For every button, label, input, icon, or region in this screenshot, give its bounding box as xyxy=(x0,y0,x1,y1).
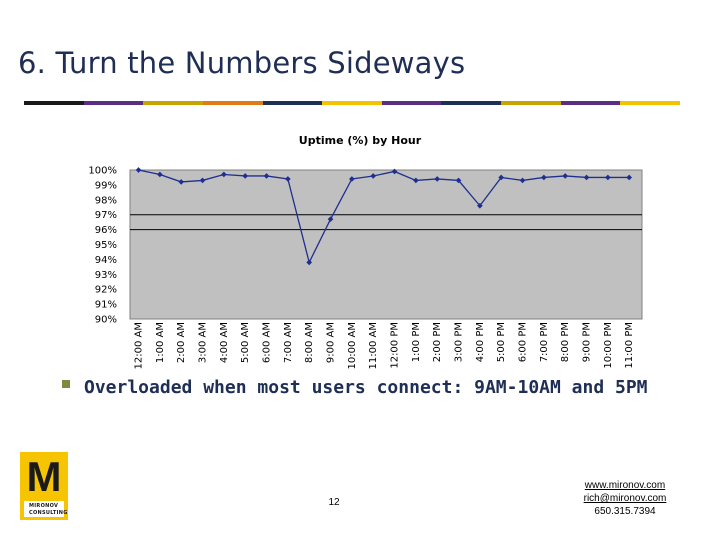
x-tick-label: 10:00 PM xyxy=(603,322,614,369)
x-tick-label: 11:00 PM xyxy=(624,322,635,369)
x-tick-label: 8:00 AM xyxy=(304,322,315,363)
x-tick-label: 5:00 PM xyxy=(496,322,507,362)
y-tick-label: 96% xyxy=(95,225,117,236)
x-tick-label: 10:00 AM xyxy=(347,322,358,369)
color-stripe-divider xyxy=(24,101,681,105)
data-point xyxy=(562,173,569,179)
x-tick-label: 6:00 PM xyxy=(518,322,529,362)
stripe-segment xyxy=(262,101,323,105)
y-tick-label: 90% xyxy=(95,315,117,326)
data-point xyxy=(263,173,270,179)
y-tick-label: 100% xyxy=(88,166,117,177)
stripe-segment xyxy=(560,101,621,105)
data-point xyxy=(327,216,334,222)
x-tick-label: 9:00 AM xyxy=(326,322,337,363)
logo-letter: M xyxy=(26,453,62,500)
data-point xyxy=(626,174,633,181)
x-tick-label: 5:00 AM xyxy=(240,322,251,363)
x-tick-label: 2:00 AM xyxy=(176,322,187,363)
x-tick-label: 4:00 PM xyxy=(475,322,486,362)
data-point xyxy=(455,177,462,184)
stripe-segment xyxy=(143,101,203,105)
website-link[interactable]: www.mironov.com xyxy=(584,480,666,491)
y-tick-label: 92% xyxy=(95,285,117,296)
phone-number: 650.315.7394 xyxy=(594,506,656,517)
data-point xyxy=(519,177,526,184)
y-tick-label: 98% xyxy=(95,195,117,206)
data-point xyxy=(583,174,590,181)
data-point xyxy=(477,202,483,209)
data-point xyxy=(242,173,249,179)
contact-info: www.mironov.com rich@mironov.com 650.315… xyxy=(560,479,690,518)
y-tick-label: 94% xyxy=(95,255,117,266)
logo-line2: CONSULTING xyxy=(29,510,68,516)
x-tick-label: 3:00 AM xyxy=(198,322,209,363)
x-tick-label: 4:00 AM xyxy=(219,322,230,363)
x-tick-label: 12:00 AM xyxy=(134,322,145,369)
data-point xyxy=(370,173,377,179)
square-bullet-icon xyxy=(62,380,70,388)
y-tick-label: 93% xyxy=(95,270,117,281)
email-link[interactable]: rich@mironov.com xyxy=(583,493,667,504)
stripe-segment xyxy=(441,101,502,105)
y-tick-label: 91% xyxy=(95,300,117,311)
stripe-segment xyxy=(202,101,263,105)
x-tick-label: 6:00 AM xyxy=(262,322,273,363)
mironov-logo: M MIRONOV CONSULTING xyxy=(20,452,68,520)
y-tick-label: 95% xyxy=(95,240,117,251)
x-tick-label: 11:00 AM xyxy=(368,322,379,369)
slide-title: 6. Turn the Numbers Sideways xyxy=(18,46,466,80)
x-tick-label: 2:00 PM xyxy=(432,322,443,362)
x-tick-label: 7:00 AM xyxy=(283,322,294,363)
x-tick-label: 3:00 PM xyxy=(454,322,465,362)
logo-line1: MIRONOV xyxy=(29,503,59,509)
page-number: 12 xyxy=(328,497,340,508)
y-tick-label: 97% xyxy=(95,210,117,221)
x-tick-label: 8:00 PM xyxy=(560,322,571,362)
x-tick-label: 7:00 PM xyxy=(539,322,550,362)
bullet-text: Overloaded when most users connect: 9AM-… xyxy=(84,377,648,398)
x-tick-label: 12:00 PM xyxy=(390,322,401,369)
chart-title: Uptime (%) by Hour xyxy=(299,134,422,147)
data-point xyxy=(199,177,206,184)
y-tick-label: 99% xyxy=(95,180,117,191)
uptime-line-chart: Uptime (%) by Hour 100% 99% 98% 97% 96% 95% 94… xyxy=(88,134,643,369)
data-point xyxy=(605,174,611,181)
stripe-segment xyxy=(501,101,561,105)
plot-area xyxy=(129,169,643,320)
x-tick-label: 1:00 AM xyxy=(155,322,166,363)
stripe-segment xyxy=(381,101,442,105)
x-tick-label: 1:00 PM xyxy=(411,322,422,362)
stripe-segment xyxy=(322,101,382,105)
logo-label-box: MIRONOV CONSULTING xyxy=(24,501,67,517)
data-point xyxy=(306,259,313,266)
data-point xyxy=(413,177,419,184)
x-tick-label: 9:00 PM xyxy=(582,322,593,362)
stripe-segment xyxy=(620,101,681,105)
stripe-segment xyxy=(83,101,144,105)
series-line xyxy=(138,169,630,265)
data-point xyxy=(135,167,142,173)
stripe-segment xyxy=(24,101,84,105)
